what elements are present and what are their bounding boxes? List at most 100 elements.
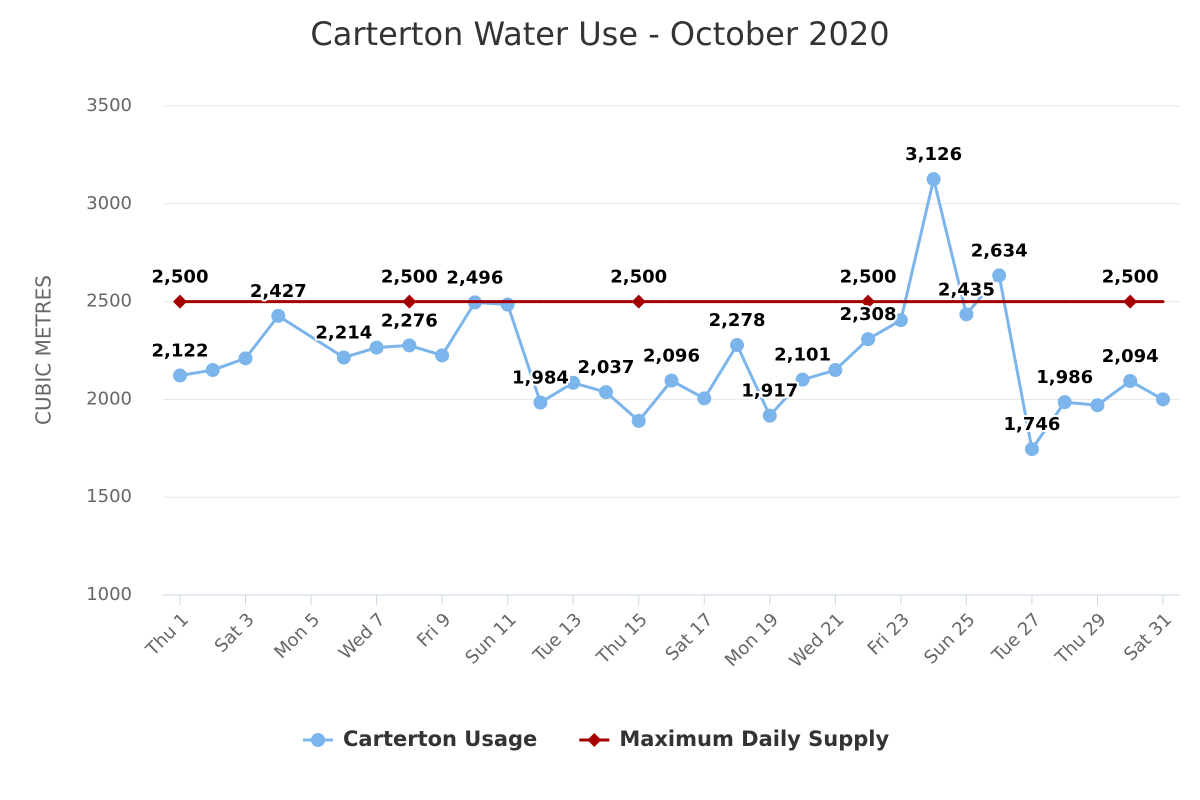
plot — [173, 172, 1170, 457]
legend-item[interactable]: Maximum Daily Supply — [579, 727, 889, 751]
point — [1123, 374, 1138, 389]
point — [795, 372, 810, 387]
line-segment — [768, 378, 805, 418]
data-labels: 2,122 2,427 2,214 2,276 2,496 1,984 2,037 2,096… — [150, 142, 1161, 437]
x-tick-label: Tue 13 — [529, 609, 587, 667]
point — [402, 294, 417, 309]
data-label: 1,984 — [512, 368, 569, 389]
point — [697, 391, 712, 406]
point — [435, 348, 450, 363]
data-label: 2,500 — [610, 267, 667, 288]
line-segment — [440, 300, 477, 357]
data-label: 2,500 — [381, 267, 438, 288]
x-tick-label: Sat 17 — [661, 609, 717, 665]
legend-item[interactable]: Carterton Usage — [303, 727, 537, 751]
point — [664, 373, 679, 388]
line-segment — [899, 177, 936, 322]
point — [1156, 392, 1170, 407]
point — [1024, 442, 1039, 457]
line-segment — [735, 343, 772, 418]
point — [173, 294, 187, 309]
x-tick-label: Tue 27 — [987, 609, 1045, 667]
line-segment — [244, 314, 280, 360]
y-tick-label: 1500 — [86, 486, 132, 507]
point — [893, 313, 908, 328]
point — [631, 413, 646, 428]
x-tick-label: Thu 29 — [1051, 609, 1111, 669]
line-segment — [964, 273, 1001, 316]
x-tick-label: Fri 9 — [413, 609, 455, 651]
x-tick-label: Fri 23 — [864, 609, 914, 659]
point — [828, 363, 843, 378]
data-label: 2,122 — [152, 341, 209, 362]
point — [1057, 395, 1072, 410]
data-label: 2,500 — [840, 267, 897, 288]
x-tick-label: Sun 25 — [920, 609, 979, 668]
point — [762, 408, 777, 423]
line-segment — [932, 177, 968, 316]
x-tick-label: Mon 5 — [270, 609, 324, 663]
point — [566, 375, 581, 390]
x-tick-label: Mon 19 — [721, 609, 783, 671]
point — [271, 308, 286, 323]
x-tick-label: Thu 1 — [141, 609, 193, 661]
point — [1090, 398, 1105, 413]
legend-label: Maximum Daily Supply — [619, 727, 889, 751]
data-label: 2,096 — [643, 346, 700, 367]
data-label: 2,094 — [1102, 346, 1159, 367]
data-label: 2,101 — [774, 345, 831, 366]
point — [1123, 294, 1138, 309]
line-segment — [506, 303, 542, 405]
data-label: 2,634 — [971, 240, 1028, 261]
legend: Carterton Usage Maximum Daily Supply — [303, 727, 889, 751]
data-label: 2,037 — [577, 357, 634, 378]
line-segment — [997, 273, 1034, 451]
legend-label: Carterton Usage — [343, 727, 537, 751]
line-segment — [833, 337, 870, 372]
x-tick-label: Sat 3 — [211, 609, 259, 657]
point — [861, 294, 876, 309]
point — [369, 340, 384, 355]
chart-title: Carterton Water Use - October 2020 — [310, 15, 889, 53]
data-label: 2,214 — [315, 323, 372, 344]
y-tick-label: 3000 — [86, 193, 132, 214]
data-label: 2,500 — [1102, 267, 1159, 288]
y-tick-label: 2500 — [86, 291, 132, 312]
point — [861, 332, 876, 347]
point — [173, 368, 187, 383]
data-label: 2,276 — [381, 310, 438, 331]
x-tick-label: Wed 21 — [786, 609, 849, 672]
point — [402, 338, 417, 353]
y-tick-label: 1000 — [86, 584, 132, 605]
data-label: 2,496 — [446, 267, 503, 288]
line-segment — [1030, 400, 1067, 451]
data-label: 1,746 — [1003, 414, 1060, 435]
point — [730, 338, 745, 353]
x-tick-label: Sat 31 — [1120, 609, 1176, 665]
point — [598, 385, 613, 400]
y-tick-label: 3500 — [86, 95, 132, 116]
line-segment — [702, 343, 739, 400]
data-label: 2,435 — [938, 279, 995, 300]
data-label: 2,427 — [250, 281, 307, 302]
data-label: 3,126 — [905, 144, 962, 165]
x-tick-label: Thu 15 — [592, 609, 652, 669]
point — [500, 297, 515, 312]
y-tick-label: 2000 — [86, 388, 132, 409]
point — [336, 350, 351, 365]
point — [205, 363, 220, 378]
point — [533, 395, 548, 410]
point — [238, 351, 253, 366]
data-label: 1,917 — [741, 381, 798, 402]
y-axis-title: CUBIC METRES — [32, 275, 56, 425]
x-tick-label: Wed 7 — [335, 609, 390, 664]
legend-symbol — [311, 733, 325, 747]
point — [926, 172, 941, 187]
line-segment — [276, 314, 346, 360]
data-label: 2,308 — [840, 304, 897, 325]
data-label: 2,278 — [709, 310, 766, 331]
point — [992, 268, 1007, 283]
data-label: 1,986 — [1036, 367, 1093, 388]
data-label: 2,500 — [152, 267, 209, 288]
